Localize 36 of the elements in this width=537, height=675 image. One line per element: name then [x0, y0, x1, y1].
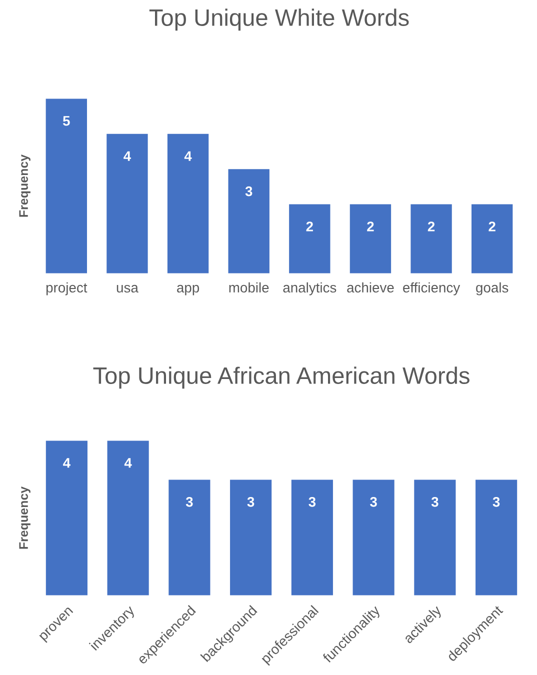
- data-label: 2: [428, 222, 435, 232]
- data-label: 3: [431, 496, 438, 507]
- bar: [44, 98, 88, 274]
- data-label: 3: [186, 496, 193, 507]
- chart-title: Top Unique African American Words: [93, 366, 470, 389]
- data-label: 4: [124, 151, 132, 161]
- x-tick-label: app: [177, 284, 200, 296]
- bar: [470, 202, 514, 274]
- bar: [105, 132, 150, 274]
- data-label: 4: [124, 458, 132, 468]
- y-axis-title: Frequency: [19, 154, 30, 217]
- data-label: 3: [492, 496, 500, 507]
- chart-title: Top Unique White Words: [149, 8, 409, 31]
- data-label: 4: [63, 458, 70, 468]
- data-label: 5: [62, 116, 70, 126]
- bar: [348, 202, 392, 274]
- x-tick-label: goals: [476, 282, 508, 296]
- data-label: 3: [370, 496, 377, 507]
- data-label: 3: [245, 186, 252, 196]
- x-tick-label: usa: [116, 284, 138, 293]
- data-label: 3: [247, 496, 254, 507]
- data-label: 4: [184, 151, 192, 161]
- data-label: 3: [308, 496, 316, 507]
- data-label: 2: [306, 222, 313, 232]
- bar: [166, 132, 210, 274]
- x-tick-label: achieve: [347, 282, 394, 293]
- bar: [288, 202, 332, 274]
- data-label: 2: [488, 222, 496, 232]
- data-label: 2: [367, 222, 374, 232]
- bar: [226, 168, 271, 274]
- x-tick-label: mobile: [229, 282, 269, 293]
- bar: [409, 202, 454, 274]
- x-tick-label: project: [46, 282, 88, 296]
- y-axis-title: Frequency: [19, 486, 30, 549]
- x-tick-label: analytics: [283, 282, 336, 296]
- x-tick-label: efficiency: [403, 282, 460, 296]
